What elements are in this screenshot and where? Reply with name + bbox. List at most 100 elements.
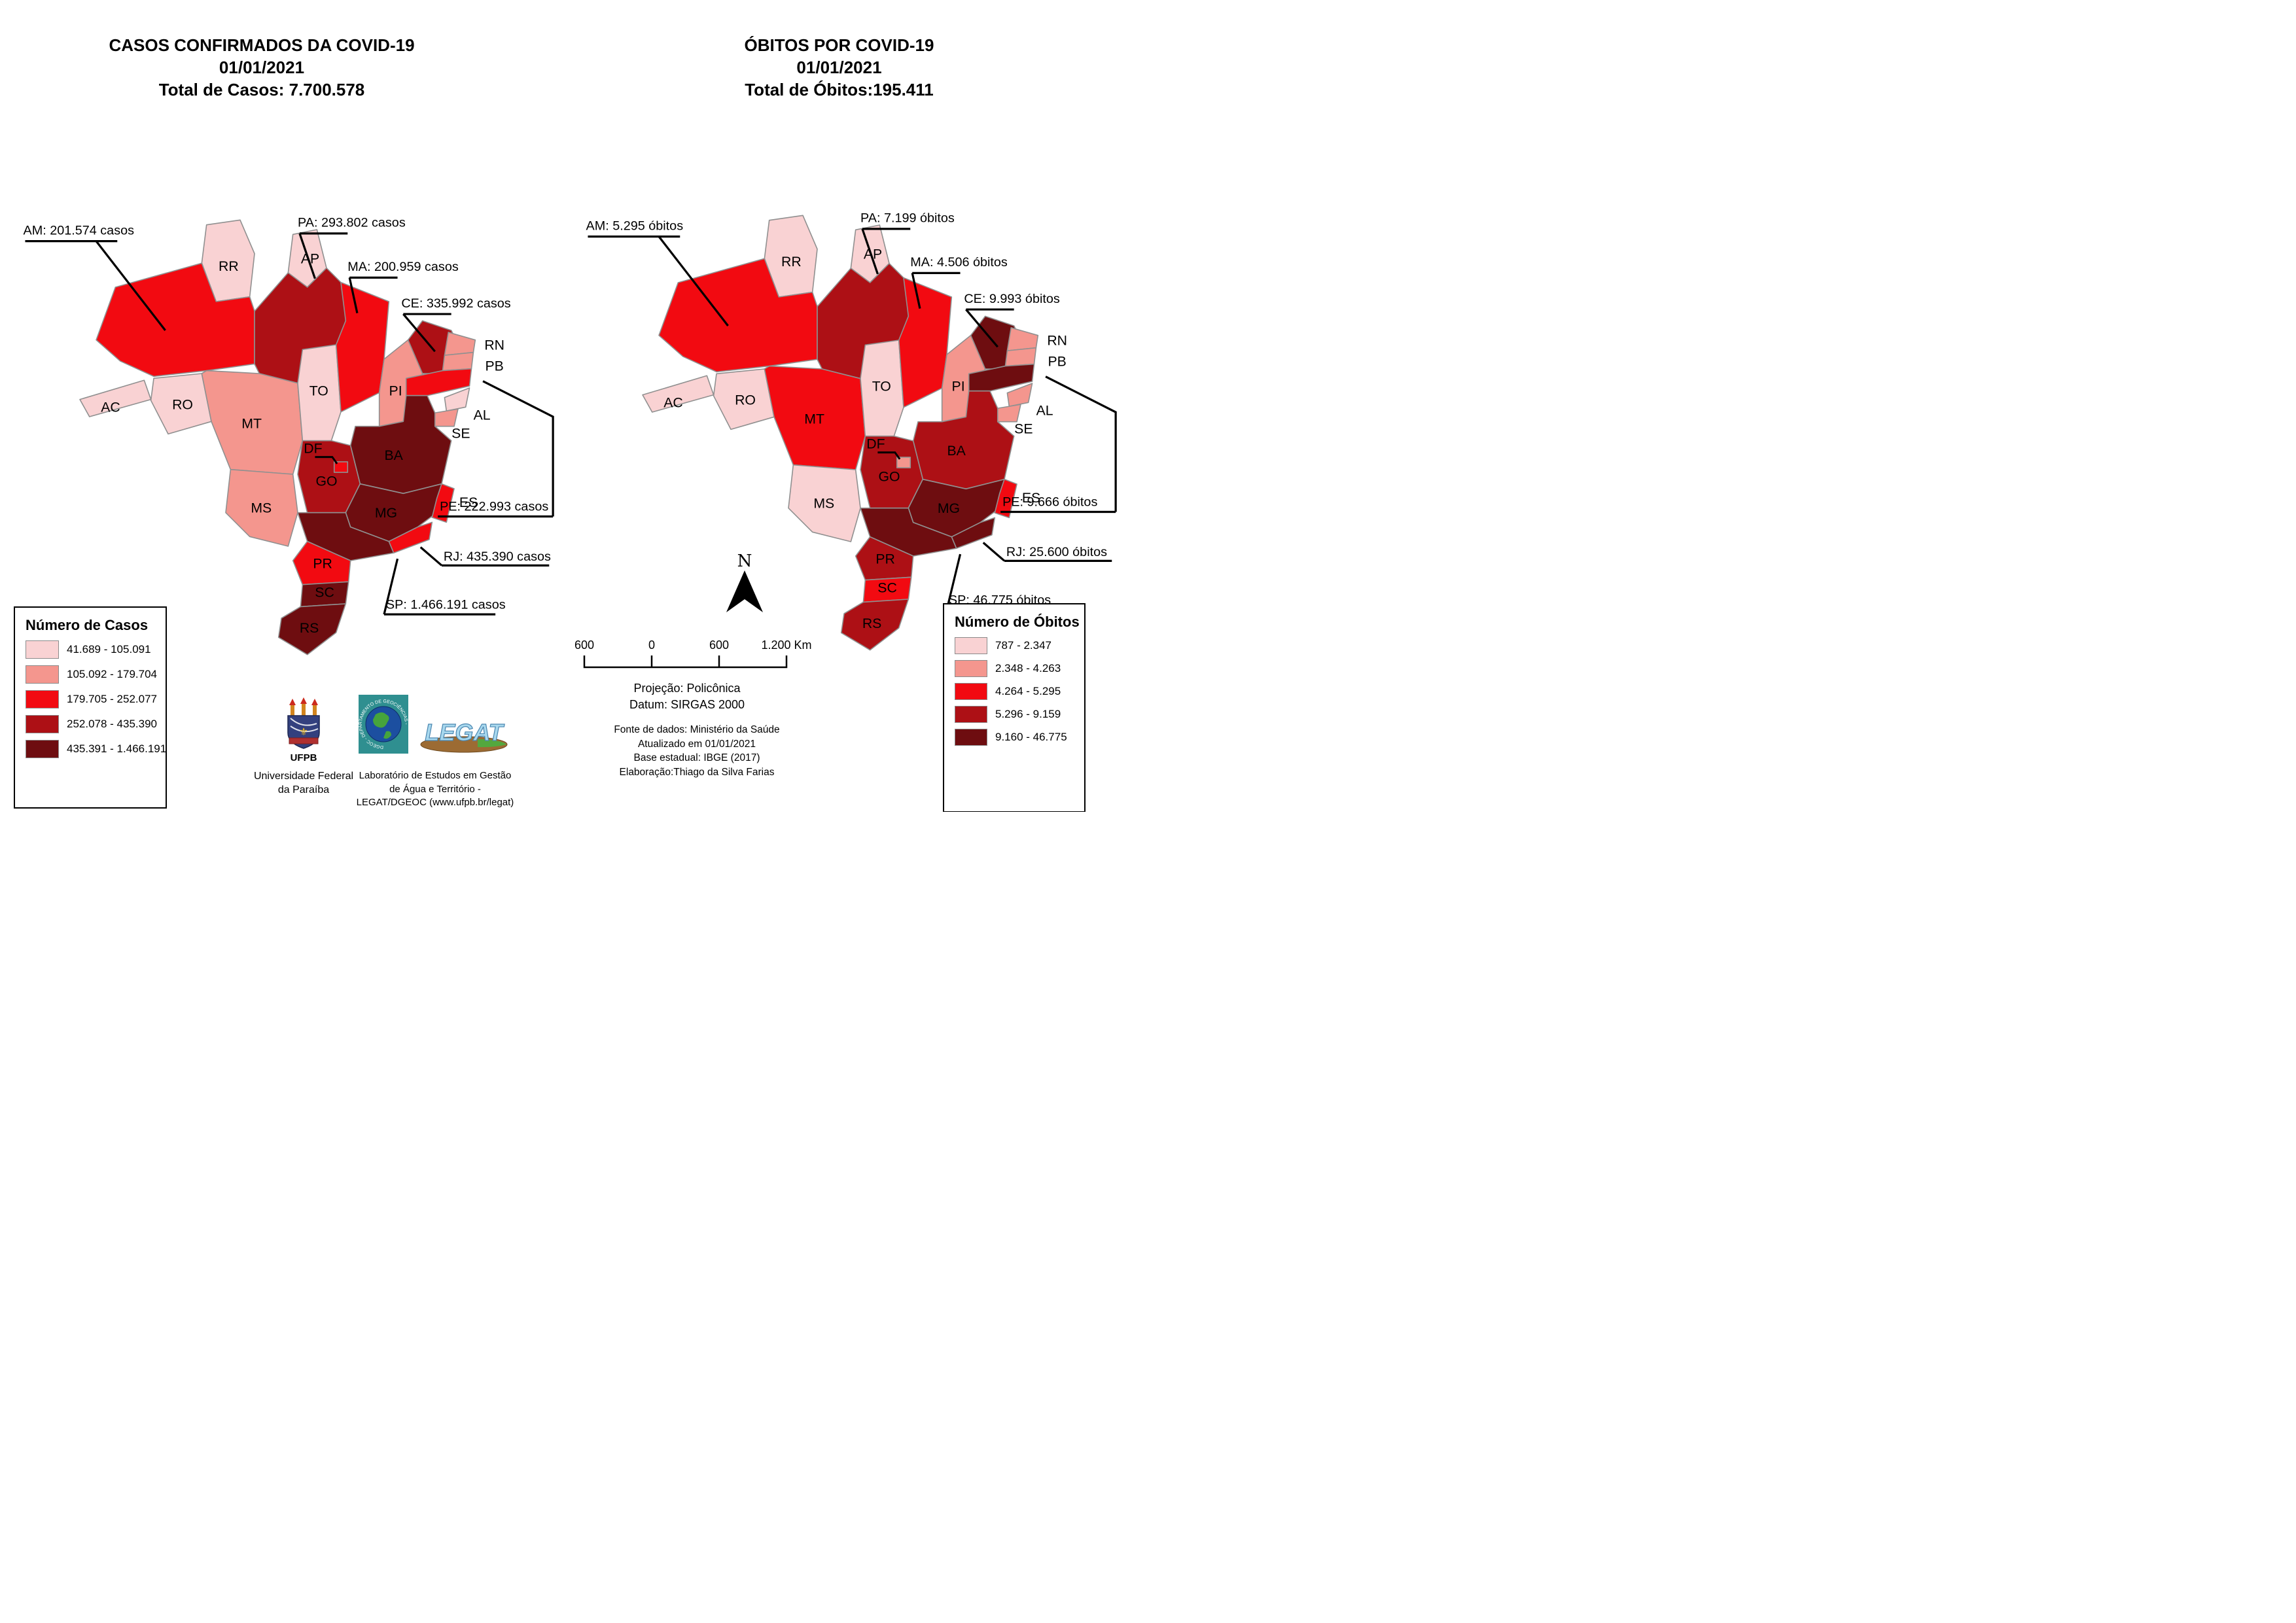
- legend-casos: Número de Casos 41.689 - 105.091 105.092…: [14, 606, 167, 809]
- callout-PE-leader: [1045, 375, 1117, 512]
- state-label-MG: MG: [375, 505, 397, 521]
- legend-swatch-class1: [955, 637, 987, 654]
- legend-item: 787 - 2.347: [955, 637, 1084, 654]
- state-label-ES: ES: [1022, 490, 1040, 506]
- state-label-RR: RR: [781, 254, 802, 270]
- dgeoc-globe-logo: DGEOC - DEPARTAMENTO DE GEOCIÊNCIAS -: [359, 695, 408, 754]
- legend-item: 5.296 - 9.159: [955, 706, 1084, 723]
- state-SE: [434, 408, 459, 427]
- state-label-AL: AL: [1036, 402, 1053, 418]
- state-label-AL: AL: [474, 407, 491, 423]
- legend-item: 179.705 - 252.077: [26, 690, 166, 708]
- legend-item: 252.078 - 435.390: [26, 715, 166, 733]
- state-label-RR: RR: [219, 258, 239, 274]
- legend-swatch-class2: [955, 660, 987, 677]
- state-label-PB: PB: [1048, 354, 1066, 370]
- covid-map-sheet: CASOS CONFIRMADOS DA COVID-19 01/01/2021…: [0, 0, 1148, 812]
- state-AL: [1006, 383, 1033, 408]
- right-map-title: ÓBITOS POR COVID-19 01/01/2021 Total de …: [628, 34, 1050, 101]
- ufpb-torches: [289, 697, 318, 716]
- state-label-MG: MG: [938, 500, 960, 516]
- ufpb-caption: Universidade Federal da Paraíba: [253, 771, 354, 795]
- state-label-RS: RS: [862, 616, 882, 631]
- state-MS: [225, 468, 298, 547]
- state-label-PB: PB: [485, 358, 503, 374]
- north-arrow: N: [718, 550, 771, 615]
- state-DF: [896, 457, 911, 468]
- state-label-RN: RN: [484, 337, 504, 353]
- state-label-MT: MT: [804, 411, 824, 427]
- callout-PA-label: PA: 293.802 casos: [298, 216, 406, 230]
- legend-item: 435.391 - 1.466.191: [26, 740, 166, 758]
- state-label-AC: AC: [663, 395, 683, 411]
- ufpb-acronym: UFPB: [290, 752, 317, 763]
- left-title-line2: 01/01/2021: [219, 58, 305, 77]
- state-DF: [333, 461, 349, 473]
- state-label-PI: PI: [389, 383, 402, 399]
- state-ES: [431, 483, 455, 523]
- map-panel-obitos: RR AP AC RO MT TO PI RN PB AL SE BA GO DF MS MG ES PR SC RS…: [573, 182, 1148, 671]
- state-label-ES: ES: [459, 495, 478, 510]
- right-title-line3: Total de Óbitos:195.411: [745, 80, 934, 99]
- state-RN: [444, 332, 476, 356]
- scale-label-3: 1.200 Km: [761, 638, 811, 652]
- left-map-title: CASOS CONFIRMADOS DA COVID-19 01/01/2021…: [59, 34, 465, 101]
- source-line3: Base estadual: IBGE (2017): [633, 752, 760, 763]
- callout-CE-label: CE: 335.992 casos: [401, 296, 510, 311]
- state-MA: [335, 281, 390, 413]
- legend-item: 41.689 - 105.091: [26, 640, 166, 659]
- state-PB: [442, 351, 474, 372]
- source-line2: Atualizado em 01/01/2021: [637, 738, 756, 750]
- callout-AM-label: AM: 201.574 casos: [24, 223, 135, 237]
- legend-swatch-class2: [26, 665, 59, 684]
- callout-PA-label: PA: 7.199 óbitos: [860, 211, 955, 226]
- state-label-MS: MS: [813, 496, 834, 512]
- state-label-RS: RS: [300, 620, 319, 636]
- callout-PE-label: PE: 9.666 óbitos: [1002, 495, 1097, 510]
- north-arrow-glyph: [726, 570, 763, 612]
- source-line1: Fonte de dados: Ministério da Saúde: [614, 724, 780, 735]
- state-label-PI: PI: [952, 379, 965, 394]
- state-label-TO: TO: [309, 383, 328, 399]
- legend-swatch-class4: [26, 715, 59, 733]
- legat-word: LEGAT: [425, 719, 504, 746]
- legend-casos-title: Número de Casos: [26, 617, 149, 633]
- state-label-SC: SC: [877, 580, 897, 596]
- callout-AM-label: AM: 5.295 óbitos: [586, 218, 684, 233]
- callout-PA-leader: [861, 228, 879, 275]
- legend-swatch-class5: [955, 729, 987, 746]
- state-label-RN: RN: [1047, 332, 1067, 348]
- north-label: N: [737, 551, 752, 571]
- state-PB: [1004, 347, 1037, 367]
- state-RN: [1006, 327, 1039, 351]
- callout-MA-leader: [348, 277, 359, 313]
- state-label-PR: PR: [875, 551, 895, 567]
- right-title-line2: 01/01/2021: [796, 58, 882, 77]
- legend-item: 2.348 - 4.263: [955, 660, 1084, 677]
- left-title-line3: Total de Casos: 7.700.578: [158, 80, 365, 99]
- scale-label-0: 600: [574, 638, 594, 652]
- legend-obitos-title: Número de Óbitos: [955, 614, 1080, 630]
- ufpb-fleur-icon: ⚜: [299, 727, 308, 738]
- df-leader-line: [315, 456, 338, 464]
- left-title-line1: CASOS CONFIRMADOS DA COVID-19: [109, 35, 415, 55]
- data-source-info: Fonte de dados: Ministério da Saúde Atua…: [576, 723, 818, 779]
- scale-bar-line: [583, 655, 788, 669]
- scale-label-1: 0: [648, 638, 655, 652]
- legend-swatch-class3: [955, 683, 987, 700]
- state-label-PR: PR: [313, 556, 332, 572]
- state-label-RO: RO: [172, 396, 193, 412]
- state-label-AP: AP: [301, 251, 319, 266]
- state-label-BA: BA: [947, 443, 966, 459]
- callout-PA-leader: [298, 233, 316, 279]
- state-label-TO: TO: [872, 379, 891, 394]
- legend-swatch-class4: [955, 706, 987, 723]
- callout-SP-leader: [383, 558, 399, 615]
- callout-RJ-leader: [419, 546, 443, 567]
- callout-PE-leader: [482, 380, 554, 517]
- callout-MA-leader: [911, 272, 921, 309]
- state-AL: [444, 387, 470, 412]
- callout-RJ-label: RJ: 435.390 casos: [444, 550, 551, 564]
- callout-AM-leader: [658, 236, 729, 326]
